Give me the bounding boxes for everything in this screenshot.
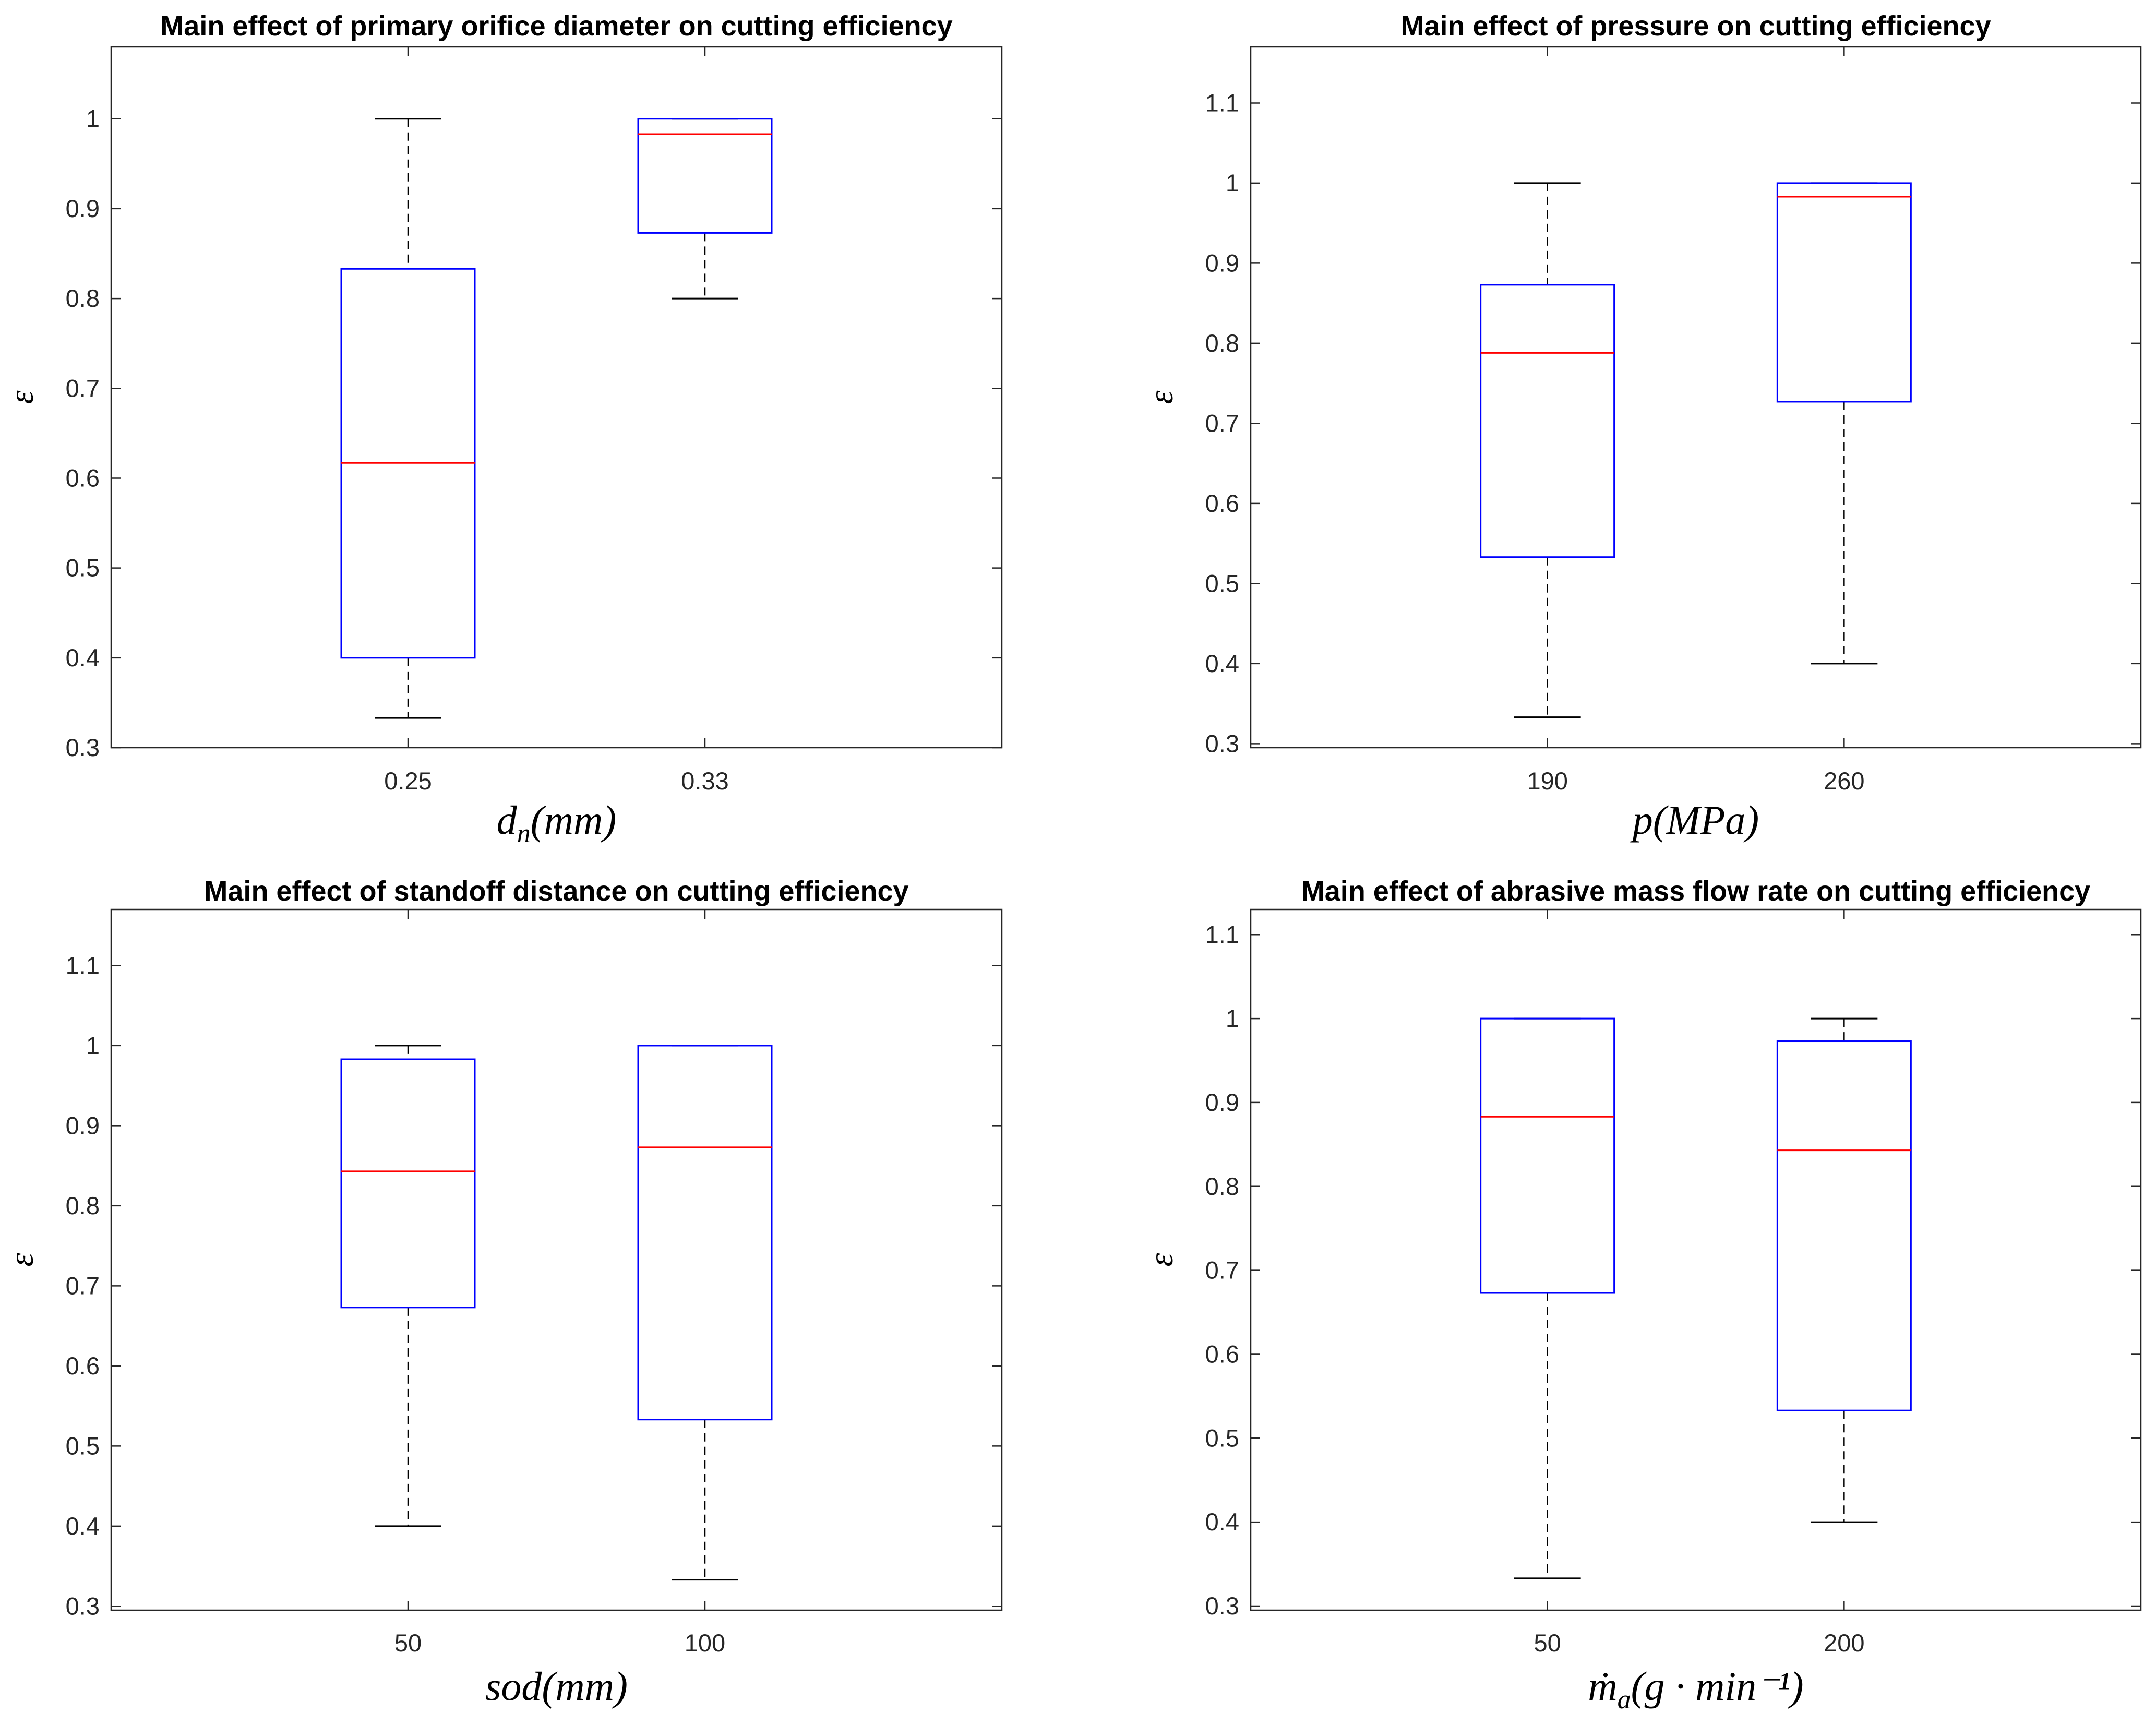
box-50	[1480, 1017, 1615, 1579]
chart-title: Main effect of primary orifice diameter …	[160, 10, 952, 42]
box-190	[1480, 182, 1615, 718]
y-tick-label: 1.1	[1205, 89, 1239, 116]
y-tick-label: 0.8	[1205, 329, 1239, 357]
box-iqr	[1480, 284, 1615, 558]
y-tick-label: 0.5	[1205, 569, 1239, 597]
box-iqr	[637, 1045, 773, 1421]
y-tick-label: 0.3	[1205, 729, 1239, 757]
y-tick-label: 0.9	[66, 1111, 100, 1139]
y-tick-label: 1	[86, 105, 100, 133]
y-tick-label: 0.3	[1205, 1592, 1239, 1620]
axes-frame	[110, 46, 1003, 749]
y-tick-label: 1.1	[1205, 920, 1239, 948]
y-tick-label: 0.5	[1205, 1424, 1239, 1452]
box-0.33	[637, 118, 773, 300]
y-tick-label: 0.4	[66, 644, 100, 672]
chart-panel-4: Main effect of abrasive mass flow rate o…	[1142, 876, 2142, 1715]
box-50	[340, 1045, 476, 1527]
axes-frame	[1250, 908, 2142, 1611]
box-100	[637, 1045, 773, 1581]
box-iqr	[1776, 1040, 1912, 1411]
x-tick-label: 100	[685, 1629, 725, 1657]
box-iqr	[1776, 182, 1912, 403]
y-tick-label: 0.8	[1205, 1172, 1239, 1200]
axes-frame	[1250, 46, 2142, 749]
y-tick-label: 0.9	[1205, 249, 1239, 277]
y-tick-label: 0.8	[66, 284, 100, 312]
x-tick-label: 200	[1824, 1629, 1864, 1657]
chart-panel-3: Main effect of standoff distance on cutt…	[3, 876, 1003, 1709]
x-axis-label: p(MPa)	[1630, 797, 1759, 843]
y-tick-label: 0.4	[1205, 650, 1239, 677]
y-tick-label: 0.5	[66, 554, 100, 582]
x-tick-label: 50	[394, 1629, 422, 1657]
box-260	[1776, 182, 1912, 665]
chart-title: Main effect of standoff distance on cutt…	[204, 876, 908, 907]
x-tick-label: 190	[1527, 767, 1567, 795]
y-tick-label: 0.4	[66, 1512, 100, 1540]
x-axis-label: dn(mm)	[497, 797, 617, 848]
chart-title: Main effect of pressure on cutting effic…	[1400, 10, 1991, 42]
y-tick-label: 1	[1226, 1004, 1239, 1032]
y-tick-label: 1	[1226, 169, 1239, 197]
box-200	[1776, 1017, 1912, 1523]
y-tick-label: 0.7	[1205, 409, 1239, 437]
x-tick-label: 260	[1824, 767, 1864, 795]
x-tick-label: 50	[1534, 1629, 1561, 1657]
y-tick-label: 0.7	[66, 1272, 100, 1299]
y-tick-label: 0.7	[1205, 1256, 1239, 1284]
y-tick-label: 1.1	[66, 951, 100, 979]
y-tick-label: 0.9	[66, 195, 100, 222]
y-axis-label: ε	[3, 1253, 41, 1266]
chart-title: Main effect of abrasive mass flow rate o…	[1301, 876, 2090, 907]
y-tick-label: 1	[86, 1032, 100, 1059]
y-tick-label: 0.6	[66, 464, 100, 492]
y-tick-label: 0.3	[66, 1592, 100, 1620]
axes-frame	[110, 908, 1003, 1611]
x-tick-label: 0.25	[384, 767, 432, 795]
y-tick-label: 0.4	[1205, 1508, 1239, 1536]
chart-panel-1: Main effect of primary orifice diameter …	[3, 10, 1003, 848]
box-iqr	[637, 118, 773, 234]
box-iqr	[1480, 1017, 1615, 1294]
y-axis-label: ε	[3, 390, 41, 404]
y-tick-label: 0.5	[66, 1432, 100, 1459]
y-tick-label: 0.8	[66, 1192, 100, 1219]
y-tick-label: 0.6	[1205, 1340, 1239, 1368]
y-axis-label: ε	[1142, 390, 1180, 404]
y-tick-label: 0.3	[66, 734, 100, 761]
x-axis-label: ṁa(g · min⁻¹)	[1588, 1663, 1803, 1715]
y-tick-label: 0.9	[1205, 1088, 1239, 1116]
x-tick-label: 0.33	[681, 767, 728, 795]
y-tick-label: 0.6	[1205, 489, 1239, 517]
y-axis-label: ε	[1142, 1253, 1180, 1266]
chart-panel-2: Main effect of pressure on cutting effic…	[1142, 10, 2142, 843]
x-axis-label: sod(mm)	[485, 1663, 628, 1709]
y-tick-label: 0.7	[66, 374, 100, 402]
y-tick-label: 0.6	[66, 1352, 100, 1380]
box-0.25	[340, 118, 476, 719]
box-iqr	[340, 1058, 476, 1309]
